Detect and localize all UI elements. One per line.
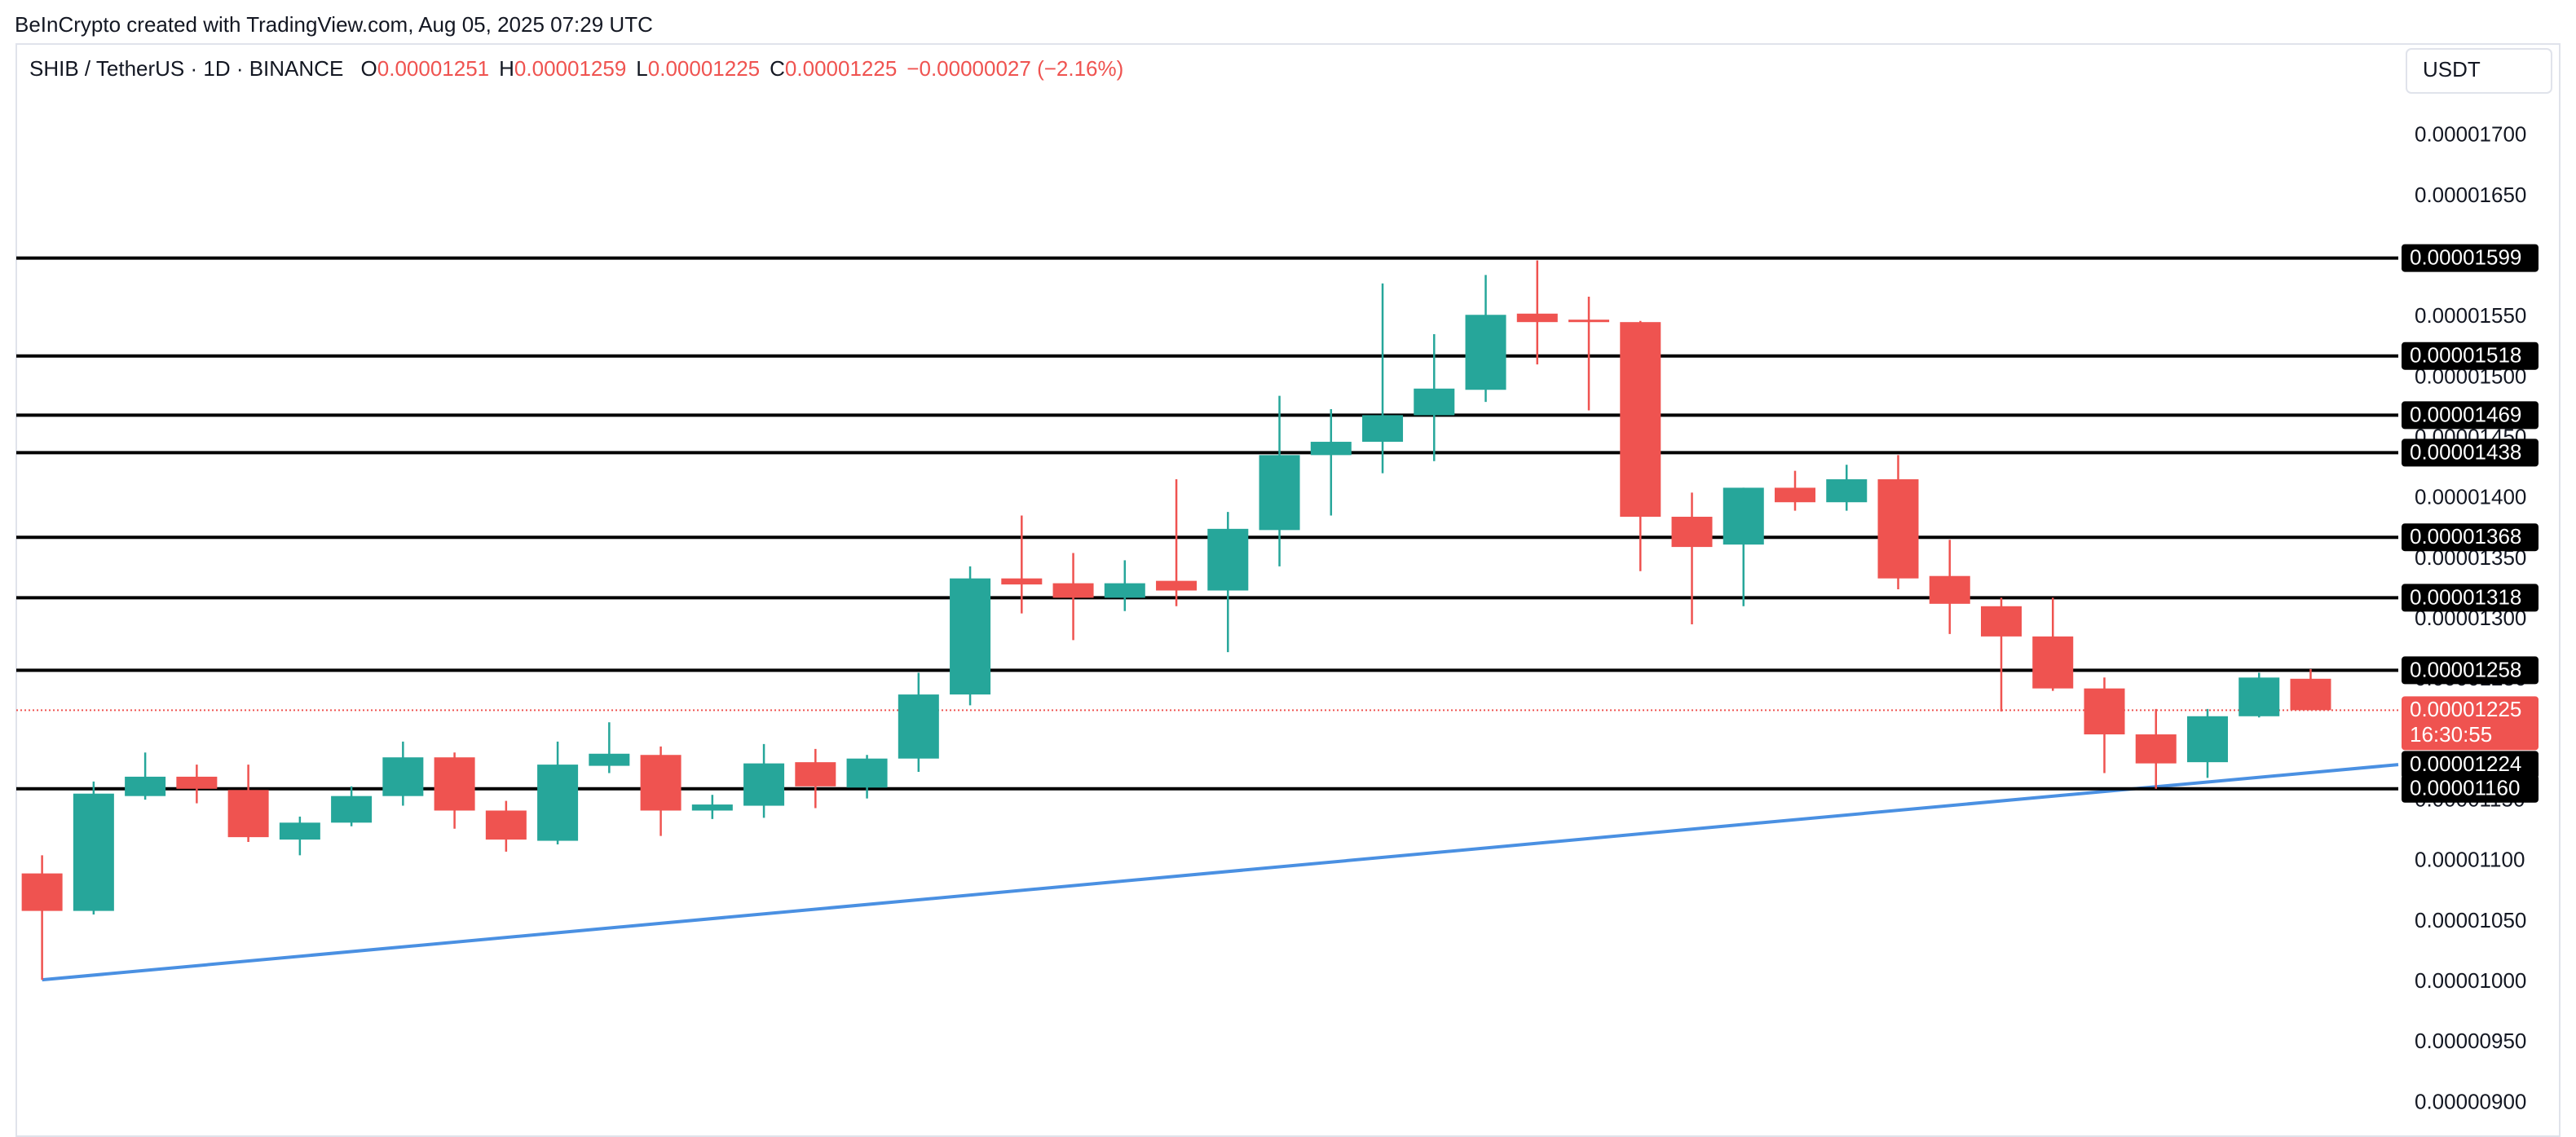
trendline-tag-label: 0.00001224 — [2410, 751, 2521, 776]
candle-body — [2135, 734, 2177, 764]
last-price-label: 0.00001225 — [2410, 697, 2521, 721]
level-tag — [2402, 401, 2539, 430]
candle-body — [331, 795, 373, 823]
candle-body — [1207, 528, 1249, 591]
candle-body — [589, 753, 630, 766]
candle-body — [743, 763, 785, 806]
candle-body — [691, 804, 733, 811]
level-tag-label: 0.00001469 — [2410, 402, 2521, 426]
candle-body — [21, 873, 63, 911]
candle-body — [1001, 578, 1043, 585]
candle-body — [2239, 677, 2280, 716]
ohlc-value: 0.00001225 — [648, 56, 760, 81]
candle-body — [2186, 716, 2228, 763]
candle-body — [898, 694, 939, 759]
candle-body — [1877, 479, 1919, 579]
level-tag — [2402, 523, 2539, 552]
level-tag-label: 0.00001318 — [2410, 584, 2521, 609]
candle-body — [1465, 315, 1506, 390]
credit: BeInCrypto created with TradingView.com,… — [15, 12, 653, 37]
candle-body — [73, 793, 114, 911]
change: −0.00000027 (−2.16%) — [906, 56, 1123, 81]
ohlc-value: 0.00001259 — [514, 56, 626, 81]
level-tag-label: 0.00001599 — [2410, 245, 2521, 269]
candle-body — [1775, 487, 1816, 503]
candle-body — [1259, 455, 1300, 531]
candle-body — [485, 810, 527, 840]
candle-body — [125, 776, 166, 796]
level-tag-label: 0.00001438 — [2410, 439, 2521, 464]
level-tag-label: 0.00001160 — [2410, 776, 2520, 800]
candle-body — [434, 757, 475, 811]
y-tick-label: 0.00001550 — [2415, 303, 2526, 328]
level-tag-label: 0.00001258 — [2410, 657, 2521, 681]
candle-body — [1620, 322, 1661, 518]
candle-body — [2290, 678, 2331, 711]
last-price-tag — [2402, 696, 2539, 751]
candle-body — [640, 755, 681, 811]
candle-body — [1981, 606, 2022, 637]
candle-body — [1362, 415, 1404, 443]
currency-button[interactable] — [2406, 48, 2552, 94]
level-tag — [2402, 342, 2539, 370]
symbol-legend: SHIB / TetherUS · 1D · BINANCE O0.000012… — [29, 56, 1123, 81]
countdown: 16:30:55 — [2410, 722, 2492, 747]
ohlc-value: 0.00001225 — [785, 56, 897, 81]
candle-body — [227, 790, 269, 838]
ohlc-key: H — [499, 56, 514, 81]
candle-body — [1929, 575, 1970, 604]
ohlc-key: C — [770, 56, 785, 81]
y-tick-label: 0.00001000 — [2415, 968, 2526, 993]
currency[interactable]: USDT — [2423, 57, 2481, 82]
candle-body — [795, 762, 836, 787]
candle-body — [1104, 583, 1145, 598]
level-tag-label: 0.00001518 — [2410, 343, 2521, 368]
candle-body — [1052, 583, 1094, 598]
trendline — [42, 763, 2399, 982]
candle-body — [1414, 388, 1455, 416]
candle-body — [1722, 487, 1764, 545]
level-tag-label: 0.00001368 — [2410, 524, 2521, 549]
y-tick-label: 0.00001100 — [2415, 848, 2525, 872]
symbol: SHIB / TetherUS · 1D · BINANCE — [29, 56, 343, 81]
candle-body — [1826, 479, 1868, 503]
candle-body — [846, 758, 888, 788]
level-tag — [2402, 438, 2539, 467]
candle-body — [1671, 517, 1713, 548]
level-tag — [2402, 656, 2539, 685]
y-tick-label: 0.00001050 — [2415, 908, 2526, 932]
y-tick-label: 0.00000950 — [2415, 1029, 2526, 1053]
ohlc-key: O — [361, 56, 377, 81]
y-tick-label: 0.00001700 — [2415, 122, 2526, 147]
candle-body — [537, 765, 579, 841]
candle-body — [1516, 313, 1558, 323]
candle-body — [279, 822, 320, 840]
candle-body — [950, 578, 991, 695]
candle-body — [1568, 320, 1610, 323]
candle-body — [2084, 688, 2125, 735]
level-tag — [2402, 774, 2539, 803]
candle-body — [1156, 580, 1198, 591]
candle-body — [382, 757, 424, 796]
candle-body — [2032, 636, 2074, 689]
level-tag — [2402, 244, 2539, 272]
ohlc-value: 0.00001251 — [377, 56, 489, 81]
y-tick-label: 0.00001650 — [2415, 183, 2526, 207]
y-tick-label: 0.00001400 — [2415, 485, 2526, 509]
trendline-tag — [2402, 751, 2539, 779]
y-tick-label: 0.00000900 — [2415, 1089, 2526, 1113]
candle-body — [1310, 442, 1352, 456]
candle-body — [176, 776, 218, 789]
ohlc-key: L — [636, 56, 647, 81]
level-tag — [2402, 584, 2539, 612]
chart-frame — [15, 43, 2561, 1137]
